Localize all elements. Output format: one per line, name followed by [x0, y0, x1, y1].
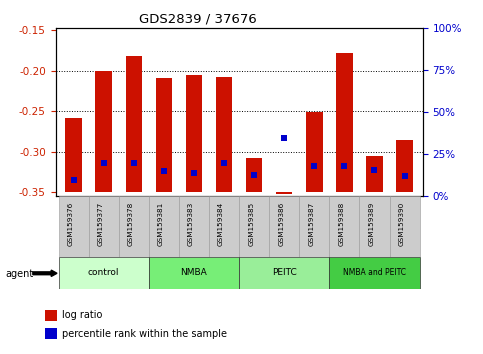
Text: GSM159383: GSM159383	[188, 201, 194, 246]
Text: GSM159376: GSM159376	[68, 201, 73, 246]
Bar	[389, 196, 420, 257]
Point	[311, 164, 318, 169]
Text: GSM159377: GSM159377	[98, 201, 104, 246]
Bar	[276, 193, 293, 194]
Bar	[65, 118, 82, 193]
Bar	[299, 196, 329, 257]
Bar	[239, 196, 269, 257]
Text: agent: agent	[6, 269, 34, 279]
Text: control: control	[88, 268, 119, 277]
Bar	[269, 196, 299, 257]
Bar	[336, 53, 353, 193]
Bar	[216, 77, 232, 193]
Bar	[149, 257, 239, 289]
Point	[250, 172, 258, 177]
Bar	[306, 112, 323, 193]
Point	[130, 160, 138, 166]
Text: GSM159378: GSM159378	[128, 201, 134, 246]
Text: GSM159381: GSM159381	[158, 201, 164, 246]
Text: percentile rank within the sample: percentile rank within the sample	[62, 329, 227, 339]
Point	[401, 173, 409, 179]
Point	[190, 170, 198, 176]
Bar	[45, 328, 57, 339]
Bar	[58, 257, 149, 289]
Point	[220, 160, 228, 166]
Point	[70, 177, 77, 183]
Bar	[89, 196, 119, 257]
Text: NMBA and PEITC: NMBA and PEITC	[343, 268, 406, 277]
Bar	[239, 257, 329, 289]
Text: GSM159386: GSM159386	[278, 201, 284, 246]
Bar	[209, 196, 239, 257]
Text: PEITC: PEITC	[272, 268, 297, 277]
Bar	[366, 156, 383, 193]
Text: GSM159385: GSM159385	[248, 201, 254, 246]
Bar	[126, 56, 142, 193]
Text: GSM159384: GSM159384	[218, 201, 224, 246]
Text: GDS2839 / 37676: GDS2839 / 37676	[139, 12, 257, 25]
Point	[341, 164, 348, 169]
Point	[370, 167, 378, 172]
Bar	[149, 196, 179, 257]
Bar	[329, 257, 420, 289]
Point	[160, 169, 168, 174]
Bar	[329, 196, 359, 257]
Text: GSM159390: GSM159390	[398, 201, 405, 246]
Bar	[96, 70, 112, 193]
Text: GSM159387: GSM159387	[308, 201, 314, 246]
Bar	[156, 78, 172, 193]
Point	[280, 135, 288, 141]
Bar	[396, 139, 413, 193]
Text: log ratio: log ratio	[62, 310, 102, 320]
Text: GSM159389: GSM159389	[369, 201, 374, 246]
Bar	[246, 158, 262, 193]
Text: GSM159388: GSM159388	[339, 201, 344, 246]
Point	[100, 160, 108, 166]
Bar	[45, 309, 57, 321]
Bar	[185, 75, 202, 193]
Bar	[359, 196, 389, 257]
Bar	[179, 196, 209, 257]
Text: NMBA: NMBA	[181, 268, 207, 277]
Bar	[58, 196, 89, 257]
Bar	[119, 196, 149, 257]
